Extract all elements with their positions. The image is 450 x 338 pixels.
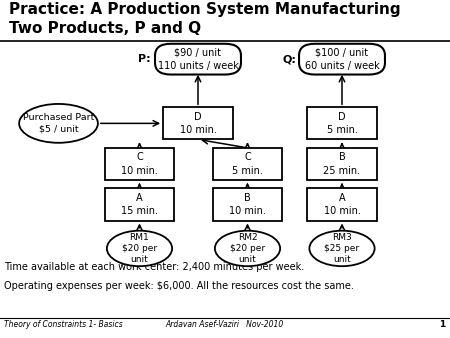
Text: Purchased Part
$5 / unit: Purchased Part $5 / unit	[23, 113, 94, 134]
Text: RM1
$20 per
unit: RM1 $20 per unit	[122, 233, 157, 264]
Text: Practice: A Production System Manufacturing: Practice: A Production System Manufactur…	[9, 2, 400, 17]
Text: P:: P:	[139, 54, 151, 64]
Text: Operating expenses per week: $6,000. All the resources cost the same.: Operating expenses per week: $6,000. All…	[4, 281, 355, 291]
Text: B
25 min.: B 25 min.	[324, 152, 360, 175]
Text: $100 / unit
60 units / week: $100 / unit 60 units / week	[305, 48, 379, 71]
FancyBboxPatch shape	[299, 44, 385, 75]
Text: RM2
$20 per
unit: RM2 $20 per unit	[230, 233, 265, 264]
Text: C
5 min.: C 5 min.	[232, 152, 263, 175]
Text: A
15 min.: A 15 min.	[121, 193, 158, 216]
Bar	[212, 148, 283, 180]
Ellipse shape	[107, 231, 172, 266]
Text: D
5 min.: D 5 min.	[327, 112, 357, 135]
Text: Q:: Q:	[283, 54, 296, 64]
Text: D
10 min.: D 10 min.	[180, 112, 216, 135]
Bar	[163, 107, 233, 139]
Ellipse shape	[215, 231, 280, 266]
Text: RM3
$25 per
unit: RM3 $25 per unit	[324, 233, 360, 264]
Text: A
10 min.: A 10 min.	[324, 193, 360, 216]
Ellipse shape	[19, 104, 98, 143]
Bar	[104, 148, 175, 180]
Text: 1: 1	[439, 320, 446, 330]
Bar	[104, 189, 175, 220]
Text: Two Products, P and Q: Two Products, P and Q	[9, 21, 201, 36]
Text: Time available at each work center: 2,400 minutes per week.: Time available at each work center: 2,40…	[4, 262, 305, 272]
Bar	[307, 107, 377, 139]
Text: $90 / unit
110 units / week: $90 / unit 110 units / week	[158, 48, 239, 71]
Text: B
10 min.: B 10 min.	[229, 193, 266, 216]
Ellipse shape	[310, 231, 374, 266]
Text: Ardavan Asef-Vaziri   Nov-2010: Ardavan Asef-Vaziri Nov-2010	[166, 320, 284, 330]
FancyBboxPatch shape	[155, 44, 241, 75]
Text: Theory of Constraints 1- Basics: Theory of Constraints 1- Basics	[4, 320, 123, 330]
Bar	[307, 148, 377, 180]
Bar	[307, 189, 377, 220]
Text: C
10 min.: C 10 min.	[121, 152, 158, 175]
Bar	[212, 189, 283, 220]
